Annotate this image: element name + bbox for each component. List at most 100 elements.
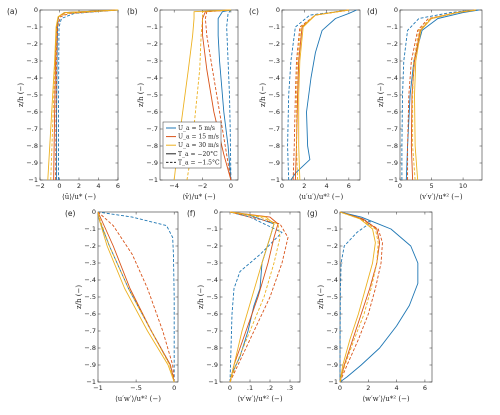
x-tick-label: 2 — [77, 182, 81, 190]
y-tick-label: −.3 — [326, 259, 338, 267]
series-line — [229, 211, 281, 383]
x-tick-label: −2 — [198, 182, 208, 190]
axes-frame — [219, 211, 301, 383]
y-tick-label: 0 — [276, 6, 280, 14]
y-axis-label: z/h (−) — [197, 285, 205, 309]
y-axis-label: z/h (−) — [317, 285, 325, 309]
y-tick-label: −.9 — [26, 159, 38, 167]
y-tick-label: −.1 — [386, 23, 398, 31]
x-axis-label: ⟨ū⟩/u* (−) — [62, 193, 96, 201]
x-axis-label: ⟨v̄⟩/u* (−) — [182, 193, 216, 201]
y-tick-label: −.4 — [146, 74, 158, 82]
y-axis-label: z/h (−) — [259, 83, 267, 107]
series-line — [296, 9, 349, 181]
y-tick-label: −.4 — [206, 276, 218, 284]
y-tick-label: −1 — [28, 176, 38, 184]
legend: U_a = 5 m/s U_a = 15 m/sU_a = 30 m/s T_a =… — [162, 121, 222, 169]
x-tick-label: 10 — [459, 182, 467, 190]
y-axis-label: z/h (−) — [137, 83, 145, 107]
series-line — [339, 211, 372, 383]
y-tick-label: −.6 — [326, 310, 338, 318]
y-tick-label: −1 — [86, 378, 96, 386]
y-tick-label: −.1 — [268, 23, 280, 31]
y-tick-label: −.4 — [326, 276, 338, 284]
y-tick-label: −.1 — [84, 225, 96, 233]
series-line — [97, 211, 175, 383]
y-tick-label: −.1 — [326, 225, 338, 233]
panel-label: (d) — [367, 7, 378, 16]
series-line — [186, 9, 231, 181]
y-tick-label: −.6 — [206, 310, 218, 318]
y-tick-label: −.3 — [268, 57, 280, 65]
y-tick-label: −.9 — [206, 361, 218, 369]
x-tick-label: 0 — [57, 182, 61, 190]
panel-label: (g) — [307, 209, 318, 218]
y-tick-label: −.7 — [26, 125, 38, 133]
y-tick-label: −1 — [388, 176, 398, 184]
x-tick-label: 0 — [338, 384, 342, 392]
y-tick-label: −.1 — [26, 23, 38, 31]
legend-entry: T_a = −20°C — [178, 151, 218, 158]
y-tick-label: −.2 — [146, 40, 158, 48]
y-tick-label: −.6 — [84, 310, 96, 318]
x-tick-label: .2 — [267, 384, 273, 392]
y-axis-label: z/h (−) — [17, 83, 25, 107]
series-line — [97, 211, 175, 383]
y-tick-label: −1 — [208, 378, 218, 386]
y-tick-label: −.6 — [268, 108, 280, 116]
series-line — [298, 9, 349, 181]
y-tick-label: −1 — [270, 176, 280, 184]
y-tick-label: −.9 — [146, 159, 158, 167]
series-line — [412, 9, 476, 181]
panel-g: 0−.1−.2−.3−.4−.5−.6−.7−.8−.9−10 2 4 6⟨w′w′⟩… — [307, 208, 433, 403]
x-tick-label: 6 — [423, 384, 427, 392]
y-tick-label: −.4 — [26, 74, 38, 82]
x-tick-label: 0 — [228, 384, 232, 392]
y-tick-label: −.3 — [386, 57, 398, 65]
y-tick-label: 0 — [214, 208, 218, 216]
y-tick-label: −.9 — [326, 361, 338, 369]
panel-a: 0 −.1 −.2 −.3 −.4 −.5 −.6 −.7 −.8 −.9 −1−2 0 2 4 6 ⟨ū⟩/… — [7, 6, 120, 201]
y-tick-label: 0 — [34, 6, 38, 14]
series-line — [47, 9, 119, 181]
x-tick-label: 6 — [347, 182, 351, 190]
panel-c: 0−.1−.2−.3−.4−.5−.6−.7−.8−.9−10 2 4 6⟨u′u′⟩… — [249, 6, 361, 201]
series-line — [217, 9, 232, 181]
y-tick-label: −.5 — [386, 91, 398, 99]
legend-entry: U_a = 15 m/s — [178, 134, 219, 141]
series-line — [339, 211, 376, 383]
y-tick-label: −.3 — [146, 57, 158, 65]
y-tick-label: −.3 — [26, 57, 38, 65]
x-tick-label: 0 — [172, 384, 176, 392]
x-tick-label: 4 — [325, 182, 329, 190]
y-tick-label: −.9 — [84, 361, 96, 369]
panel-label: (e) — [65, 209, 76, 218]
y-tick-label: −.5 — [206, 293, 218, 301]
panel-label: (c) — [249, 7, 259, 16]
axes-frame — [281, 9, 361, 181]
y-tick-label: −.9 — [268, 159, 280, 167]
x-axis-label: ⟨u′w′⟩/u*² (−) — [115, 395, 161, 403]
panel-d: 0−.1−.2−.3−.4−.5−.6−.7−.8−.9−10 5 10⟨v′v′⟩… — [367, 6, 483, 201]
y-tick-label: −.8 — [386, 142, 398, 150]
y-tick-label: −.8 — [268, 142, 280, 150]
series-line — [401, 9, 476, 180]
series-line — [202, 9, 232, 181]
y-tick-label: −.7 — [84, 327, 96, 335]
x-tick-label: .3 — [287, 384, 293, 392]
y-tick-label: −.5 — [84, 293, 96, 301]
y-tick-label: −.7 — [206, 327, 218, 335]
series-line — [97, 211, 175, 383]
x-tick-label: 4 — [96, 182, 100, 190]
x-tick-label: 6 — [116, 182, 120, 190]
panel-label: (f) — [187, 209, 196, 218]
x-tick-label: 2 — [302, 182, 306, 190]
y-tick-label: 0 — [394, 6, 398, 14]
legend-entry: U_a = 30 m/s — [178, 142, 219, 149]
x-tick-label: .1 — [247, 384, 253, 392]
series-line — [407, 9, 476, 180]
x-axis-label: ⟨v′w′⟩/u*² (−) — [237, 395, 283, 403]
y-tick-label: −.2 — [268, 40, 280, 48]
panel-e: 0 −.1 −.2 −.3 −.4 −.5 −.6 −.7 −.8 −.9 −1−1 −.5 0 ⟨u′w… — [65, 208, 179, 403]
